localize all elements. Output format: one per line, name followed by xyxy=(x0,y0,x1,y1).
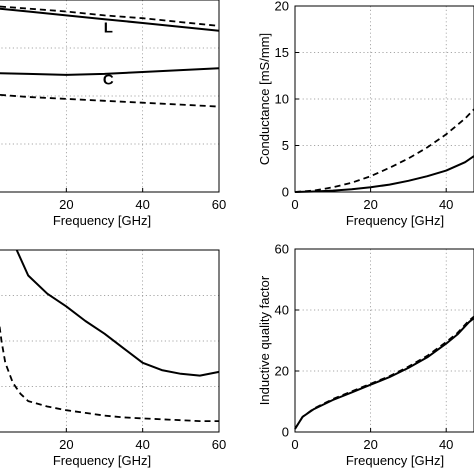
x-axis-label: Frequency [GHz] xyxy=(53,213,151,228)
annotation-c: C xyxy=(103,71,114,88)
axes-frame xyxy=(294,248,474,433)
y-tick-label: 5 xyxy=(282,138,289,153)
x-tick-label: 20 xyxy=(59,437,73,452)
series-line-1-solid xyxy=(294,316,474,430)
y-tick-label: 0 xyxy=(282,185,289,200)
axes-frame xyxy=(0,0,220,193)
x-tick-label: 40 xyxy=(135,437,149,452)
x-tick-label: 40 xyxy=(439,197,453,212)
series-line-2-dashed xyxy=(0,5,220,27)
x-tick-label: 60 xyxy=(212,197,226,212)
y-axis-label: Inductive quality factor xyxy=(257,275,272,405)
axes-frame xyxy=(0,249,220,433)
y-tick-label: 0 xyxy=(282,425,289,440)
x-tick-label: 20 xyxy=(363,197,377,212)
y-tick-label: 20 xyxy=(275,0,289,14)
x-tick-label: 20 xyxy=(363,437,377,452)
x-tick-label: 0 xyxy=(291,437,298,452)
x-tick-label: 40 xyxy=(439,437,453,452)
annotation-l: L xyxy=(104,20,113,37)
x-axis-label: Frequency [GHz] xyxy=(346,453,444,468)
chart-panel-1: 20 40 60 Frequency [GHz] L C xyxy=(0,0,226,228)
series-line-1-solid xyxy=(0,7,220,32)
x-tick-label: 20 xyxy=(59,197,73,212)
y-tick-label: 20 xyxy=(275,364,289,379)
series-line-2-dashed xyxy=(294,315,474,430)
y-tick-label: 15 xyxy=(275,45,289,60)
series-line-2-dashed xyxy=(294,108,474,193)
series-line-1-solid xyxy=(294,154,474,193)
x-tick-label: 0 xyxy=(291,197,298,212)
chart-panel-4: 0 20 40 0 20 40 60 Frequency [GHz] Inductive qua… xyxy=(257,242,474,468)
x-tick-label: 40 xyxy=(135,197,149,212)
x-tick-label: 60 xyxy=(212,437,226,452)
series-line-3-solid xyxy=(0,67,220,76)
series-line-4-dashed xyxy=(0,93,220,108)
x-axis-label: Frequency [GHz] xyxy=(53,453,151,468)
y-axis-label: Conductance [mS/mm] xyxy=(257,33,272,165)
y-tick-label: 40 xyxy=(275,303,289,318)
x-axis-label: Frequency [GHz] xyxy=(346,213,444,228)
y-tick-label: 60 xyxy=(275,242,289,257)
series-line-2-dashed xyxy=(0,323,219,423)
series-line-1-solid xyxy=(15,249,220,377)
chart-panel-3: 20 40 60 Frequency [GHz] xyxy=(0,249,226,468)
y-tick-label: 10 xyxy=(275,92,289,107)
